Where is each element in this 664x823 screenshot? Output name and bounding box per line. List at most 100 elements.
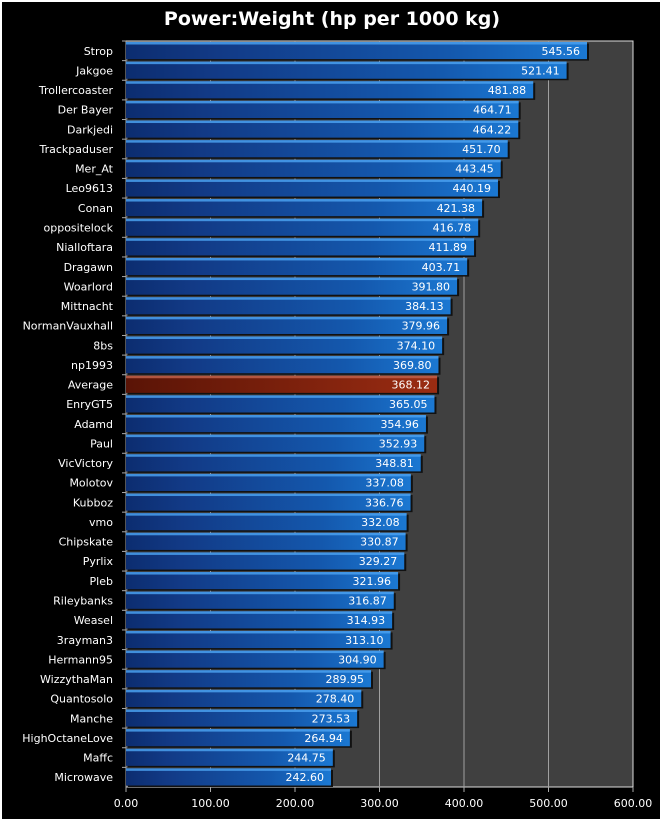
bar	[126, 591, 394, 609]
category-label: np1993	[71, 359, 113, 372]
category-label: Pleb	[90, 575, 113, 588]
bar-highlight	[126, 336, 443, 339]
value-label: 369.80	[393, 359, 432, 372]
category-label: Molotov	[69, 477, 113, 490]
bar	[126, 120, 519, 138]
bar	[126, 454, 421, 472]
bar	[126, 729, 350, 747]
bar-highlight	[126, 709, 358, 712]
bar	[126, 670, 372, 688]
bar	[126, 100, 519, 119]
value-label: 321.96	[353, 575, 392, 588]
value-label: 545.56	[541, 45, 580, 58]
bar	[126, 434, 425, 452]
category-label: Maffc	[83, 752, 113, 765]
value-label: 242.60	[285, 771, 324, 784]
value-label: 289.95	[326, 673, 365, 686]
bar	[126, 277, 458, 295]
value-label: 337.08	[365, 477, 404, 490]
category-label: Paul	[90, 437, 113, 450]
bar	[126, 356, 439, 374]
bar-highlight	[126, 199, 483, 202]
bar-highlight	[126, 532, 406, 536]
value-label: 273.53	[312, 712, 351, 725]
category-label: Trollercoaster	[38, 84, 114, 97]
category-label: Quantosolo	[50, 693, 113, 706]
bar-highlight	[126, 42, 587, 45]
bar-highlight	[126, 650, 384, 654]
value-label: 440.19	[452, 182, 491, 195]
bar	[126, 650, 384, 668]
bar-highlight	[126, 670, 372, 673]
x-tick-label: 0.00	[114, 797, 139, 810]
bar-highlight	[126, 120, 519, 124]
bar-highlight	[126, 473, 411, 477]
value-label: 304.90	[338, 653, 377, 666]
value-label: 264.94	[304, 732, 343, 745]
value-label: 421.38	[437, 202, 476, 215]
category-label: 3rayman3	[57, 634, 113, 647]
x-tick-label: 200.00	[276, 797, 315, 810]
category-label: Manche	[70, 712, 113, 725]
category-label: Hermann95	[48, 653, 113, 666]
bar-highlight	[126, 768, 331, 771]
value-label: 352.93	[379, 437, 418, 450]
value-label: 365.05	[389, 398, 428, 411]
value-label: 316.87	[348, 595, 387, 608]
category-label: oppositelock	[44, 222, 114, 235]
bar-highlight	[126, 552, 405, 555]
category-label: Rileybanks	[53, 595, 113, 608]
category-label: Conan	[78, 202, 113, 215]
x-tick-label: 100.00	[191, 797, 230, 810]
value-label: 443.45	[455, 163, 494, 176]
category-label: Weasel	[74, 614, 113, 627]
value-label: 354.96	[380, 418, 419, 431]
bar	[126, 493, 411, 511]
bar-highlight	[126, 100, 519, 104]
value-label: 391.80	[412, 280, 451, 293]
value-label: 314.93	[347, 614, 386, 627]
bar	[126, 336, 443, 354]
category-label: Mittnacht	[61, 300, 114, 313]
bar-highlight	[126, 356, 439, 359]
category-label: Kubboz	[73, 496, 113, 509]
bar	[126, 61, 567, 79]
value-label: 374.10	[397, 339, 436, 352]
bar-highlight	[126, 316, 448, 320]
bar-average	[126, 375, 438, 393]
bar	[126, 532, 406, 550]
category-label: Chipskate	[59, 536, 114, 549]
value-label: 481.88	[488, 84, 527, 97]
bar-highlight	[126, 729, 350, 732]
x-tick-label: 400.00	[445, 797, 484, 810]
value-label: 348.81	[375, 457, 414, 470]
bar-highlight	[126, 257, 468, 261]
bar-highlight	[126, 689, 362, 693]
bar-highlight	[126, 159, 501, 163]
category-label: Woarlord	[64, 280, 113, 293]
bar	[126, 140, 508, 158]
category-label: vmo	[89, 516, 113, 529]
category-label: VicVictory	[58, 457, 113, 470]
bar	[126, 297, 451, 315]
value-label: 379.96	[402, 320, 441, 333]
category-label: Microwave	[54, 771, 113, 784]
bar-highlight	[126, 415, 426, 418]
bar	[126, 415, 426, 433]
bar-highlight	[126, 81, 534, 84]
bar-highlight	[126, 611, 393, 614]
chart-title: Power:Weight (hp per 1000 kg)	[163, 8, 501, 30]
bar	[126, 689, 362, 707]
value-label: 464.22	[473, 123, 512, 136]
bar-highlight	[126, 218, 479, 222]
bar-highlight	[126, 591, 394, 595]
bar	[126, 257, 468, 276]
value-label: 329.27	[359, 555, 398, 568]
value-label: 336.76	[365, 496, 404, 509]
value-label: 411.89	[429, 241, 468, 254]
category-label: 8bs	[93, 339, 113, 352]
bar-highlight	[126, 375, 438, 379]
bar	[126, 473, 411, 492]
bar-highlight	[126, 493, 411, 497]
